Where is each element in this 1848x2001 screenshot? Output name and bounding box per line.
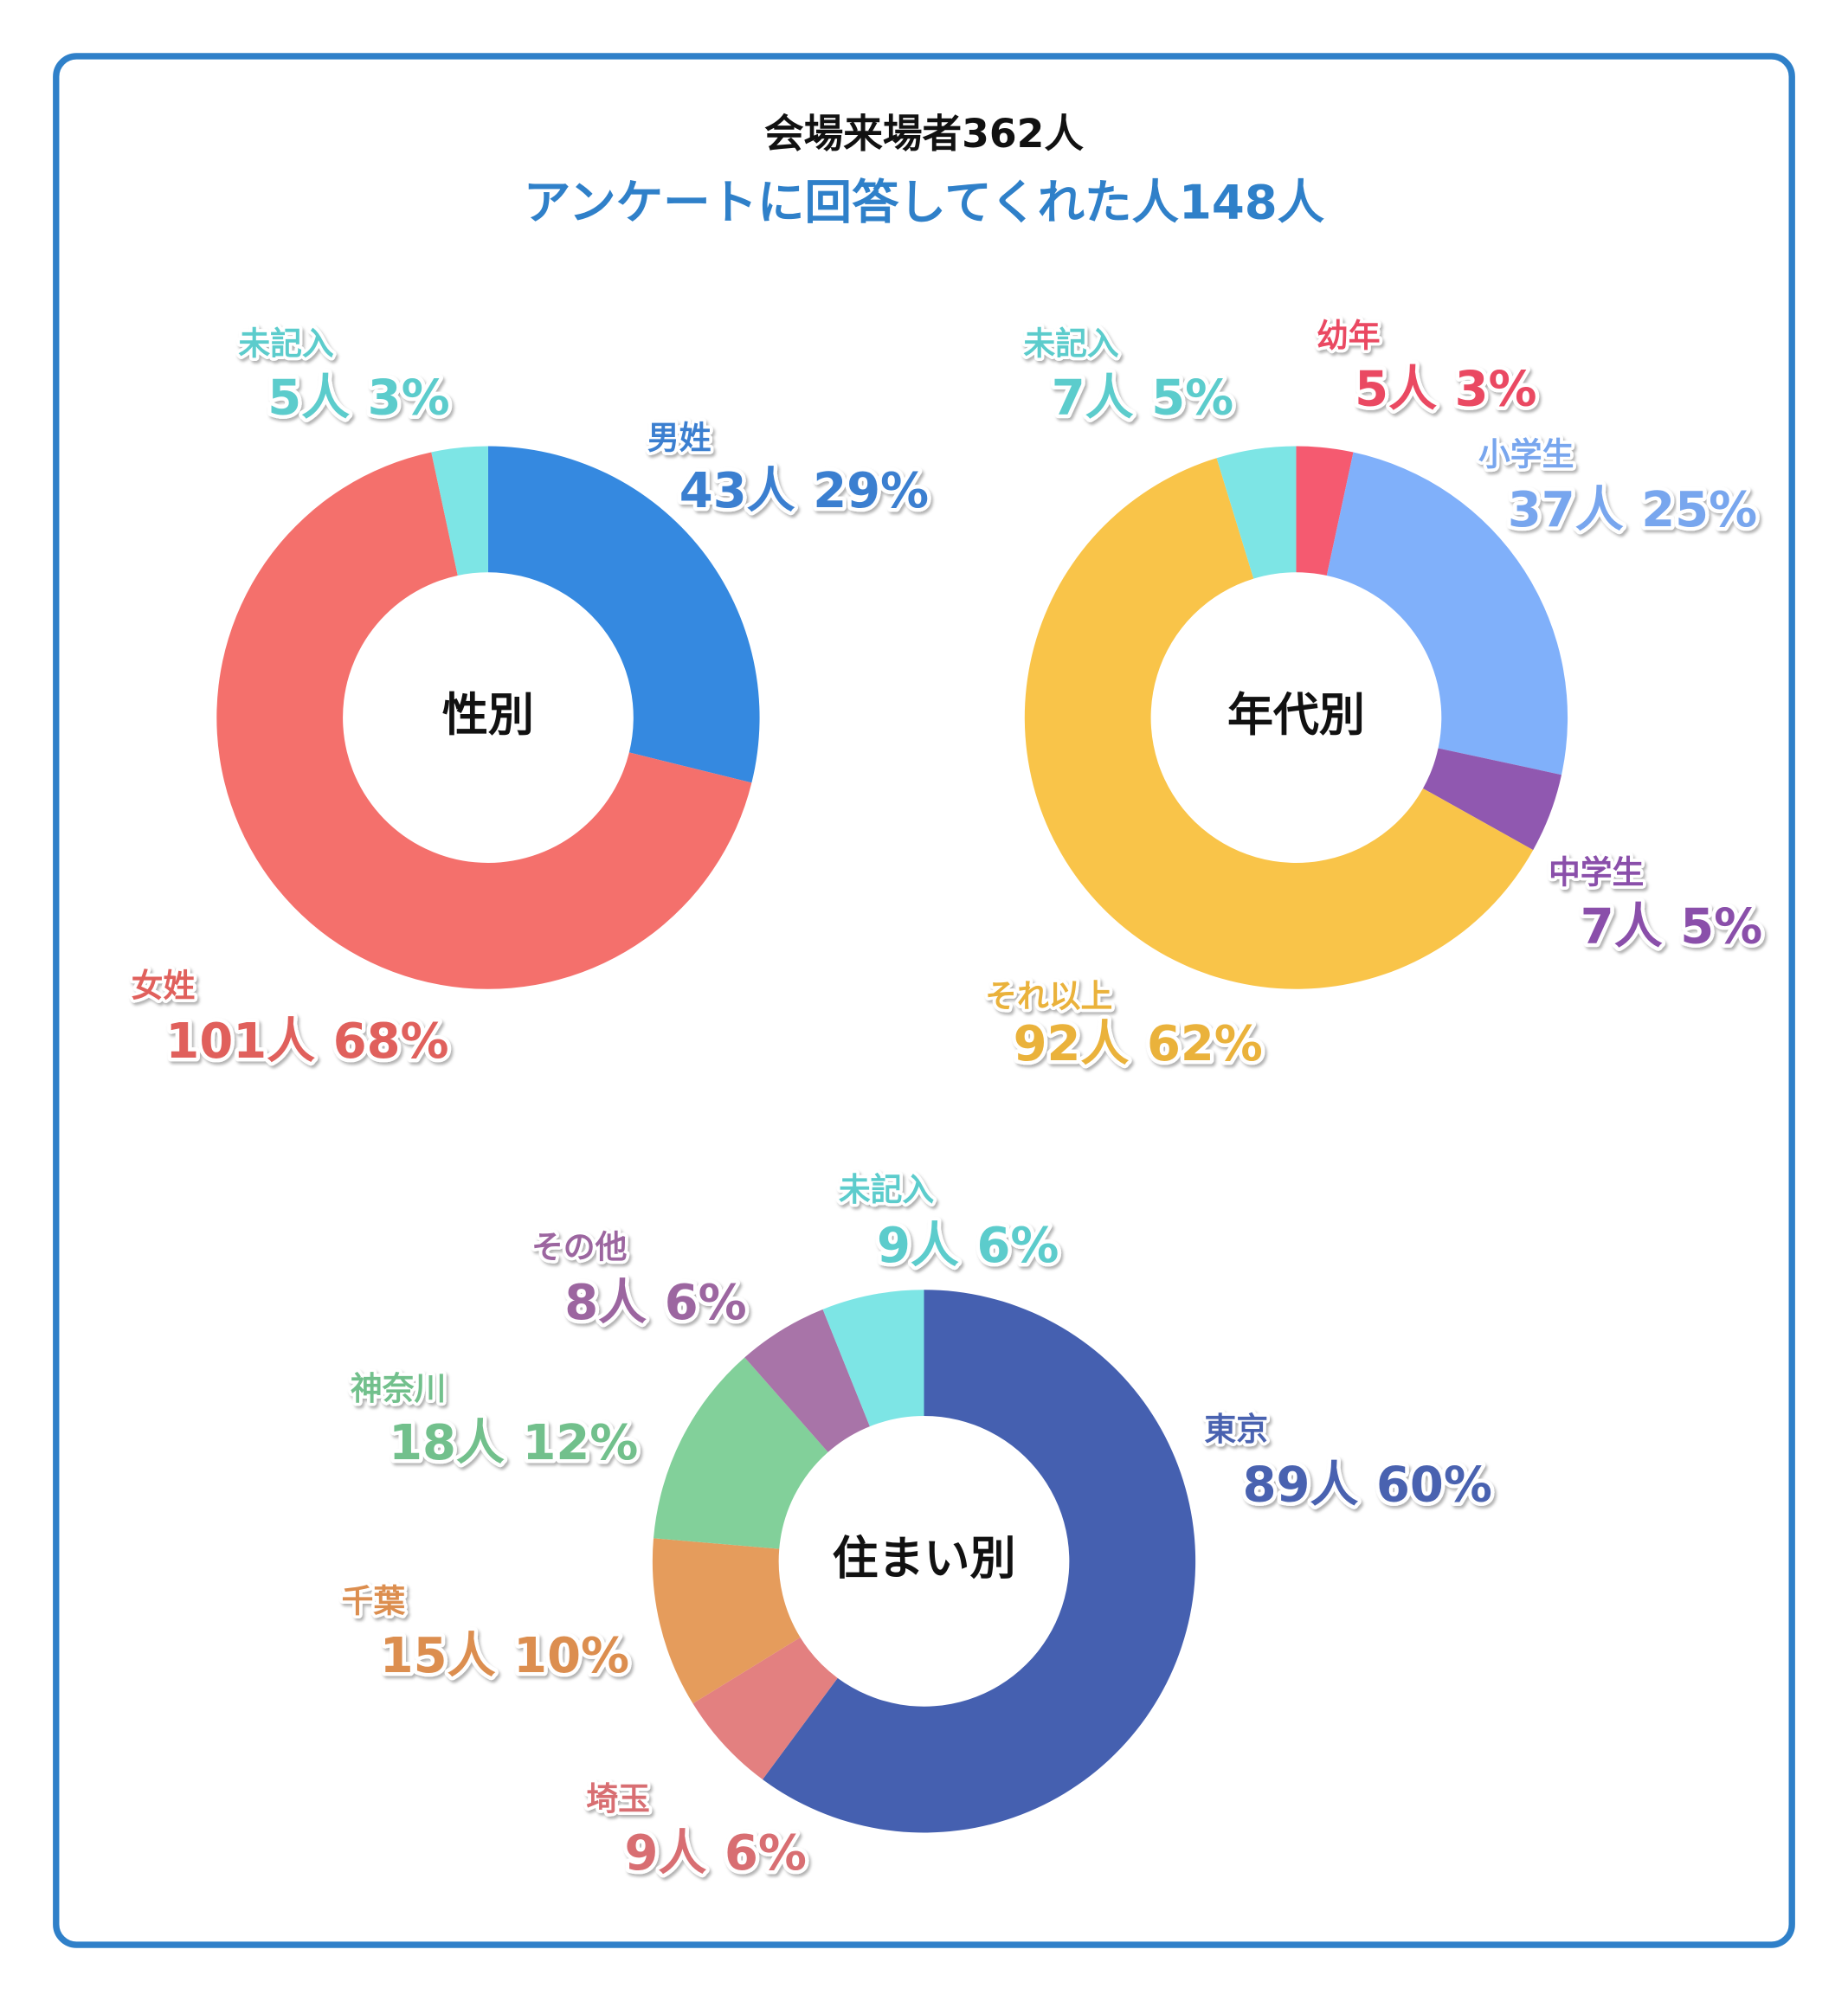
donut-center-title: 住まい別 [832, 1533, 1015, 1586]
slice-name: それ以上 [985, 977, 1112, 1014]
subtitle: アンケートに回答してくれた人148人 [524, 174, 1325, 229]
percent-label: 6% [724, 1825, 807, 1882]
donut-slice [744, 1309, 870, 1452]
donut-slice [652, 1538, 801, 1704]
slice-value-label: 8人 6% [564, 1275, 746, 1331]
donut-slice [1296, 446, 1354, 576]
percent-label: 68% [333, 1013, 449, 1070]
count-label: 15人 [380, 1628, 496, 1684]
slice-name: 男姓 [647, 419, 712, 456]
slice-name: 小学生 [1478, 436, 1574, 473]
count-label: 89人 [1243, 1457, 1359, 1514]
percent-label: 10% [513, 1628, 629, 1684]
slice-value-label: 101人 68% [165, 1013, 448, 1070]
count-label: 8人 [564, 1275, 647, 1331]
percent-label: 5% [1680, 899, 1762, 955]
count-label: 92人 [1014, 1016, 1130, 1072]
donut-slice [654, 1357, 828, 1549]
count-label: 7人 [1581, 899, 1663, 955]
slice-name: 東京 [1204, 1411, 1268, 1448]
count-label: 43人 [679, 463, 795, 519]
slice-value-label: 9人 6% [624, 1825, 806, 1882]
percent-label: 25% [1641, 482, 1757, 538]
donut-slice [1024, 458, 1534, 989]
slice-name: 未記入 [1023, 325, 1119, 362]
slice-value-label: 5人 3% [267, 370, 449, 427]
slice-name: 神奈川 [351, 1370, 446, 1407]
donut-slice [1216, 446, 1297, 579]
percent-label: 62% [1147, 1016, 1263, 1072]
count-label: 18人 [389, 1415, 505, 1471]
slice-value-label: 89人 60% [1243, 1457, 1492, 1514]
slice-name: 女姓 [132, 968, 196, 1005]
percent-label: 60% [1376, 1457, 1492, 1514]
count-label: 7人 [1052, 370, 1134, 427]
percent-label: 3% [1455, 361, 1537, 417]
slice-value-label: 7人 5% [1052, 370, 1233, 427]
donut-slice [1326, 452, 1568, 775]
count-label: 5人 [267, 370, 350, 427]
count-label: 9人 [877, 1218, 959, 1274]
slice-value-label: 18人 12% [389, 1415, 638, 1471]
count-label: 37人 [1508, 482, 1624, 538]
percent-label: 6% [665, 1275, 747, 1331]
donut-slice [487, 446, 760, 783]
slice-name: 埼玉 [586, 1780, 650, 1818]
slice-value-label: 43人 29% [679, 463, 929, 519]
percent-label: 3% [368, 370, 450, 427]
donut-slice [822, 1290, 924, 1427]
donut-slice [763, 1290, 1196, 1833]
count-label: 101人 [165, 1013, 315, 1070]
donut-center-title: 性別 [442, 689, 534, 742]
slice-value-label: 37人 25% [1508, 482, 1757, 538]
slice-name: 幼年 [1317, 318, 1381, 355]
slice-value-label: 15人 10% [380, 1628, 629, 1684]
slice-name: 未記入 [839, 1171, 935, 1208]
donut-slice [1422, 748, 1562, 851]
slice-name: その他 [531, 1228, 628, 1265]
slice-value-label: 92人 62% [1014, 1016, 1263, 1072]
donut-slice [216, 452, 752, 989]
slice-value-label: 7人 5% [1581, 899, 1762, 955]
slice-name: 千葉 [342, 1583, 406, 1620]
slice-value-label: 9人 6% [877, 1218, 1059, 1274]
donut-center-title: 年代別 [1227, 689, 1365, 742]
percent-label: 12% [522, 1415, 638, 1471]
count-label: 5人 [1355, 361, 1437, 417]
title: 会場来場者362人 [764, 111, 1084, 157]
slice-name: 未記入 [238, 325, 334, 362]
slice-name: 中学生 [1549, 854, 1644, 891]
percent-label: 5% [1151, 370, 1233, 427]
slice-value-label: 5人 3% [1355, 361, 1536, 417]
percent-label: 29% [813, 463, 929, 519]
donut-slice [431, 446, 488, 576]
donut-slice [692, 1637, 838, 1780]
count-label: 9人 [624, 1825, 706, 1882]
percent-label: 6% [976, 1218, 1059, 1274]
